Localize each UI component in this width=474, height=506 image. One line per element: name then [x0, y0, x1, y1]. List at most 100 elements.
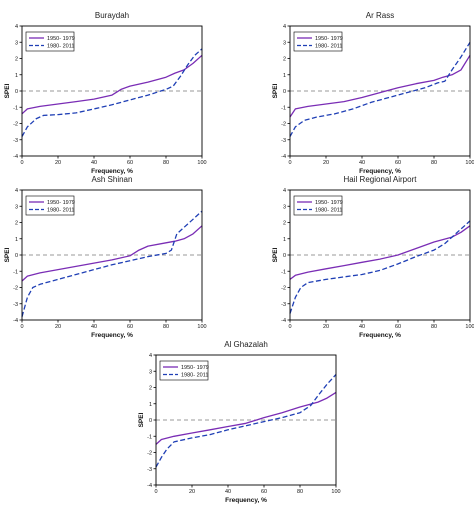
- legend-box: [159, 360, 209, 381]
- y-tick-label: 0: [283, 253, 286, 259]
- x-tick-label: 40: [91, 160, 97, 166]
- x-tick-label: 100: [197, 324, 206, 330]
- x-tick-label: 60: [127, 160, 133, 166]
- y-axis-label: SPEI: [272, 247, 279, 262]
- y-tick-label: 3: [283, 40, 286, 46]
- y-tick-label: 4: [149, 353, 152, 359]
- x-axis-label: Frequency, %: [91, 332, 133, 339]
- x-tick-label: 80: [431, 160, 437, 166]
- y-tick-label: -1: [13, 269, 18, 275]
- x-tick-label: 0: [288, 324, 291, 330]
- y-tick-label: 0: [15, 253, 18, 259]
- x-tick-label: 60: [395, 324, 401, 330]
- y-tick-label: -1: [13, 105, 18, 111]
- series-line-1950-1979: [21, 54, 203, 115]
- legend-entry: 1980- 2011: [181, 373, 208, 379]
- y-tick-label: 3: [149, 369, 152, 375]
- x-tick-label: 0: [20, 160, 23, 166]
- legend-entry: 1950- 1979: [47, 200, 75, 206]
- chart-panel-5: Al Ghazalah 0 20 40 60 80 100 -4 -3 -2 -1 0 1 2 3 4 Freq…: [138, 340, 341, 504]
- y-tick-label: -4: [147, 483, 152, 489]
- x-tick-label: 60: [395, 160, 401, 166]
- y-tick-label: -1: [281, 269, 286, 275]
- y-tick-label: 4: [15, 24, 18, 30]
- legend-entry: 1980- 2011: [315, 44, 342, 50]
- series-line-1950-1979: [21, 225, 203, 282]
- y-tick-label: 2: [283, 57, 286, 63]
- y-tick-label: -3: [281, 138, 286, 144]
- x-tick-label: 100: [197, 160, 206, 166]
- y-tick-label: 0: [15, 89, 18, 95]
- x-tick-label: 80: [297, 489, 303, 495]
- y-tick-label: -1: [281, 105, 286, 111]
- x-tick-label: 0: [20, 324, 23, 330]
- y-tick-label: 2: [149, 386, 152, 392]
- x-tick-label: 20: [55, 324, 61, 330]
- x-tick-label: 20: [323, 324, 329, 330]
- legend-entry: 1950- 1979: [315, 200, 343, 206]
- y-tick-label: 3: [15, 204, 18, 210]
- legend-entry: 1980- 2011: [47, 44, 74, 50]
- x-tick-label: 80: [163, 160, 169, 166]
- y-tick-label: 2: [15, 57, 18, 63]
- y-tick-label: -3: [147, 467, 152, 473]
- x-axis-label: Frequency, %: [91, 168, 133, 175]
- y-axis-label: SPEI: [138, 412, 145, 427]
- y-tick-label: -4: [281, 154, 286, 160]
- x-tick-label: 20: [55, 160, 61, 166]
- x-tick-label: 0: [154, 489, 157, 495]
- x-tick-label: 40: [225, 489, 231, 495]
- y-tick-label: -3: [281, 302, 286, 308]
- y-tick-label: -3: [13, 138, 18, 144]
- x-tick-label: 80: [163, 324, 169, 330]
- y-tick-label: 1: [283, 237, 286, 243]
- legend-entry: 1950- 1979: [315, 36, 343, 42]
- series-line-1980-2011: [155, 374, 337, 468]
- y-tick-label: 2: [283, 221, 286, 227]
- y-tick-label: 1: [149, 402, 152, 408]
- legend-box: [293, 31, 343, 52]
- chart-title: Hail Regional Airport: [344, 175, 418, 184]
- y-axis-label: SPEI: [272, 83, 279, 98]
- series-line-1950-1979: [289, 54, 471, 118]
- x-tick-label: 0: [288, 160, 291, 166]
- y-tick-label: 2: [15, 221, 18, 227]
- y-tick-label: -2: [13, 286, 18, 292]
- x-tick-label: 80: [431, 324, 437, 330]
- chart-panel-2: Ar Rass 0 20 40 60 80 100 -4 -3 -2 -1 0 1 2 3 4 Frequenc…: [272, 11, 474, 175]
- y-tick-label: -4: [13, 154, 18, 160]
- x-tick-label: 40: [359, 324, 365, 330]
- chart-title: Al Ghazalah: [224, 340, 268, 349]
- legend-entry: 1980- 2011: [47, 208, 74, 214]
- chart-panel-1: Buraydah 0 20 40 60 80 100 -4 -3 -2 -1 0 1 2 3 4 Frequen…: [4, 11, 207, 175]
- legend-entry: 1950- 1979: [181, 365, 209, 371]
- y-tick-label: -1: [147, 434, 152, 440]
- y-tick-label: 3: [283, 204, 286, 210]
- legend-box: [25, 31, 75, 52]
- y-tick-label: 4: [283, 188, 286, 194]
- y-tick-label: 0: [149, 418, 152, 424]
- series-line-1980-2011: [289, 41, 471, 137]
- x-axis-label: Frequency, %: [359, 332, 401, 339]
- series-line-1950-1979: [155, 391, 337, 445]
- legend-entry: 1980- 2011: [315, 208, 342, 214]
- x-tick-label: 100: [465, 324, 474, 330]
- y-axis-label: SPEI: [4, 83, 11, 98]
- x-tick-label: 60: [261, 489, 267, 495]
- y-tick-label: -2: [13, 122, 18, 128]
- x-tick-label: 100: [331, 489, 340, 495]
- x-tick-label: 20: [323, 160, 329, 166]
- chart-panel-3: Ash Shinan 0 20 40 60 80 100 -4 -3 -2 -1 0 1 2 3 4 Frequ…: [4, 175, 207, 339]
- x-tick-label: 20: [189, 489, 195, 495]
- y-tick-label: 0: [283, 89, 286, 95]
- legend-entry: 1950- 1979: [47, 36, 75, 42]
- legend-box: [293, 195, 343, 216]
- y-tick-label: 1: [15, 73, 18, 79]
- x-axis-label: Frequency, %: [359, 168, 401, 175]
- y-tick-label: -4: [13, 318, 18, 324]
- chart-title: Buraydah: [95, 11, 129, 20]
- series-line-1950-1979: [289, 225, 471, 280]
- y-tick-label: 4: [283, 24, 286, 30]
